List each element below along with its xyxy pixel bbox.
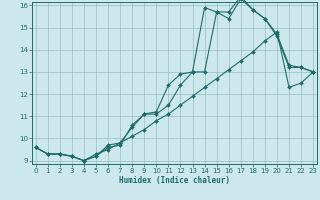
X-axis label: Humidex (Indice chaleur): Humidex (Indice chaleur): [119, 176, 230, 185]
